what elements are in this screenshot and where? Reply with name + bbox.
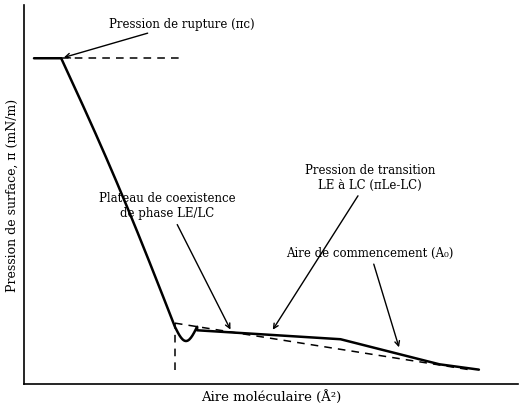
Text: Aire de commencement (A₀): Aire de commencement (A₀) [287, 246, 454, 346]
Text: Plateau de coexistence
de phase LE/LC: Plateau de coexistence de phase LE/LC [99, 192, 236, 328]
X-axis label: Aire moléculaire (Å²): Aire moléculaire (Å²) [201, 389, 342, 403]
Y-axis label: Pression de surface, π (mN/m): Pression de surface, π (mN/m) [6, 99, 18, 291]
Text: Pression de rupture (πᴄ): Pression de rupture (πᴄ) [66, 18, 255, 59]
Text: Pression de transition
LE à LC (πLe-LC): Pression de transition LE à LC (πLe-LC) [274, 163, 435, 328]
